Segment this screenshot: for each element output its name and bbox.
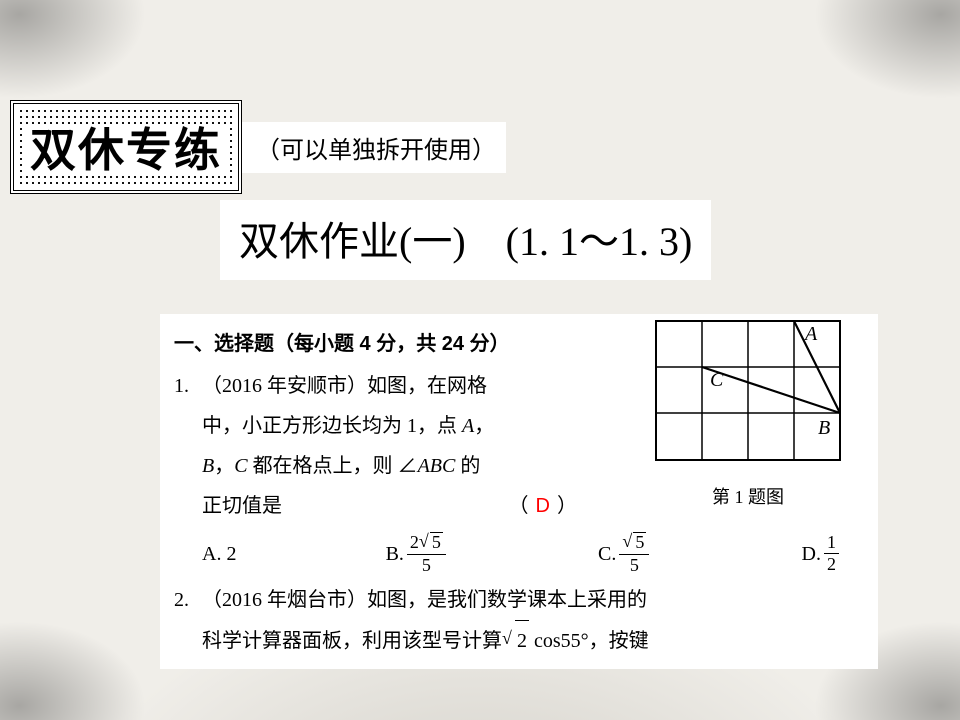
q1-l3a: 都在格点上，则 ∠ (248, 455, 418, 477)
q1-l2b: ， (474, 415, 494, 437)
q1-answer-paren: （ D ） (509, 486, 577, 526)
q2-l2b: cos55°，按键 (529, 630, 649, 652)
q1-comma: ， (214, 455, 234, 477)
q1-l2a: 中，小正方形边长均为 1，点 (202, 415, 462, 437)
stamp-text: 双休专练 (26, 125, 226, 176)
q1-choice-D: D. 12 (802, 533, 842, 576)
q1-l3b: 的 (455, 455, 480, 477)
q2-number: 2. (174, 580, 189, 620)
header-row: 双休专练 （可以单独拆开使用） (10, 100, 506, 194)
q2-l2a: 科学计算器面板，利用该型号计算 (202, 630, 502, 652)
title-panel: 双休作业(一) (1. 1～1. 3) (220, 200, 711, 280)
q1-C: C (234, 455, 247, 477)
q2-sqrt: 2 (502, 620, 529, 661)
stamp-frame: 双休专练 (10, 100, 242, 194)
q1-number: 1. (174, 366, 189, 406)
q1-l4: 正切值是 (202, 486, 282, 526)
page-title: 双休作业(一) (1. 1～1. 3) (239, 209, 692, 267)
q1-source: （2016 年安顺市） (202, 375, 367, 397)
q1-choice-C: C. 55 (598, 532, 652, 576)
content-panel: A C B 第 1 题图 一、选择题（每小题 4 分，共 24 分） 1. （2… (160, 314, 878, 669)
label-A: A (803, 323, 818, 345)
q1-choice-A: A. 2 (202, 534, 236, 574)
q1-B: B (202, 455, 214, 477)
detach-note: （可以单独拆开使用） (242, 122, 506, 173)
question-2: 2. （2016 年烟台市）如图，是我们数学课本上采用的 科学计算器面板，利用该… (174, 580, 864, 661)
q1-choice-B: B. 255 (386, 532, 449, 576)
q1-l1: 如图，在网格 (367, 375, 487, 397)
q1-ABC: ABC (418, 455, 456, 477)
q2-source: （2016 年烟台市） (202, 589, 367, 611)
question-1: 1. （2016 年安顺市）如图，在网格 中，小正方形边长均为 1，点 A， B… (174, 366, 864, 576)
q1-choices: A. 2 B. 255 C. 55 D. 12 (202, 532, 842, 576)
q1-answer: D (536, 495, 550, 517)
stamp: 双休专练 (18, 108, 234, 186)
q1-A: A (462, 415, 474, 437)
q2-l1: 如图，是我们数学课本上采用的 (367, 589, 647, 611)
